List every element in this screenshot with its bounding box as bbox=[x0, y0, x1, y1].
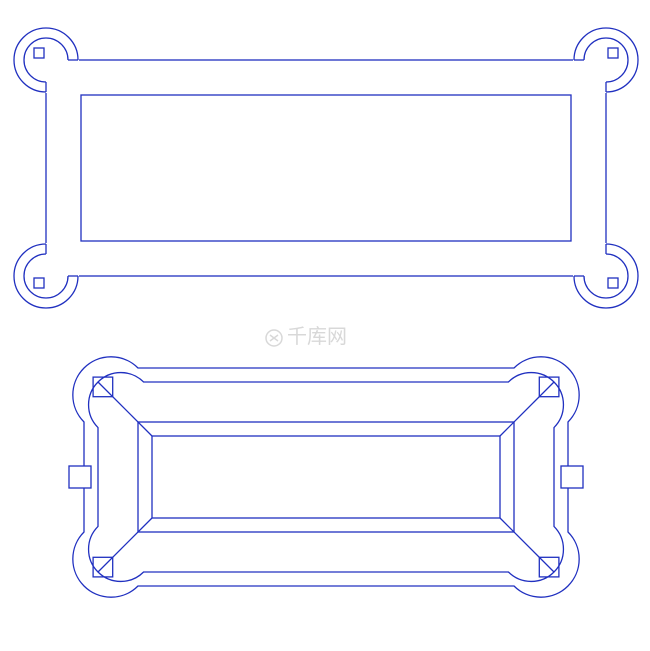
frame-bottom bbox=[0, 0, 650, 651]
frame-canvas: 千库网 bbox=[0, 0, 650, 651]
